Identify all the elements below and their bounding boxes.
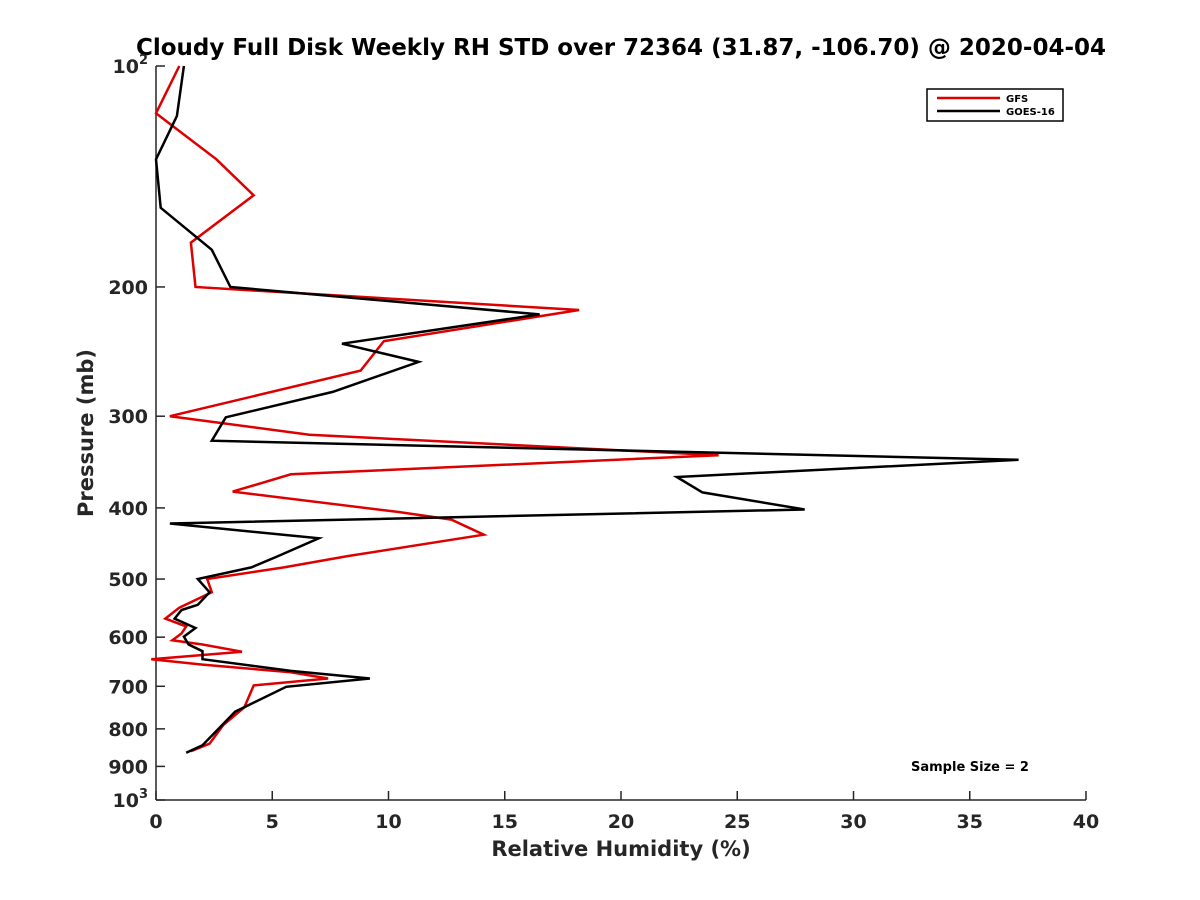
- y-tick-label: 200: [108, 277, 148, 299]
- x-tick-label: 30: [840, 811, 866, 833]
- y-tick-label-base: 700: [108, 676, 148, 698]
- y-tick-label-base: 200: [108, 277, 148, 299]
- y-tick-label-base: 600: [108, 627, 148, 649]
- legend-label-goes16: GOES-16: [1006, 107, 1055, 118]
- x-ticks: 0 5 10 15 20 25 30 35 40: [149, 791, 1099, 833]
- legend: GFS GOES-16: [926, 88, 1064, 122]
- y-tick-label: 600: [108, 627, 148, 649]
- x-tick-label: 15: [492, 811, 518, 833]
- x-tick-label: 40: [1073, 811, 1099, 833]
- y-tick-label-base: 10: [113, 790, 139, 812]
- x-tick-label: 5: [266, 811, 279, 833]
- x-tick-label: 0: [149, 811, 162, 833]
- y-tick-label-base: 300: [108, 406, 148, 428]
- y-tick-label: 900: [108, 756, 148, 778]
- y-tick-label-exponent: 2: [139, 53, 148, 68]
- series-line-gfs: [151, 65, 719, 753]
- legend-label-gfs: GFS: [1006, 94, 1028, 105]
- y-tick-label: 102: [113, 53, 149, 78]
- y-tick-label-base: 10: [113, 56, 139, 78]
- y-tick-label: 500: [108, 569, 148, 591]
- y-tick-label-exponent: 3: [139, 787, 148, 802]
- y-tick-label-base: 400: [108, 498, 148, 520]
- y-tick-label-base: 900: [108, 756, 148, 778]
- y-tick-label: 800: [108, 719, 148, 741]
- sample-size-annotation: Sample Size = 2: [911, 760, 1029, 775]
- y-tick-label: 300: [108, 406, 148, 428]
- y-tick-label-base: 500: [108, 569, 148, 591]
- x-axis-label: Relative Humidity (%): [491, 837, 750, 861]
- legend-box: [926, 88, 1064, 122]
- y-tick-label-base: 800: [108, 719, 148, 741]
- x-tick-label: 35: [957, 811, 983, 833]
- y-axis-label: Pressure (mb): [74, 349, 98, 517]
- series-line-goes16: [154, 65, 1019, 754]
- x-tick-label: 10: [375, 811, 401, 833]
- y-tick-label: 700: [108, 676, 148, 698]
- y-tick-label: 103: [113, 787, 149, 812]
- series-layer: [151, 65, 1019, 754]
- x-tick-label: 20: [608, 811, 634, 833]
- x-tick-label: 25: [724, 811, 750, 833]
- chart-title: Cloudy Full Disk Weekly RH STD over 7236…: [136, 35, 1106, 61]
- y-tick-label: 400: [108, 498, 148, 520]
